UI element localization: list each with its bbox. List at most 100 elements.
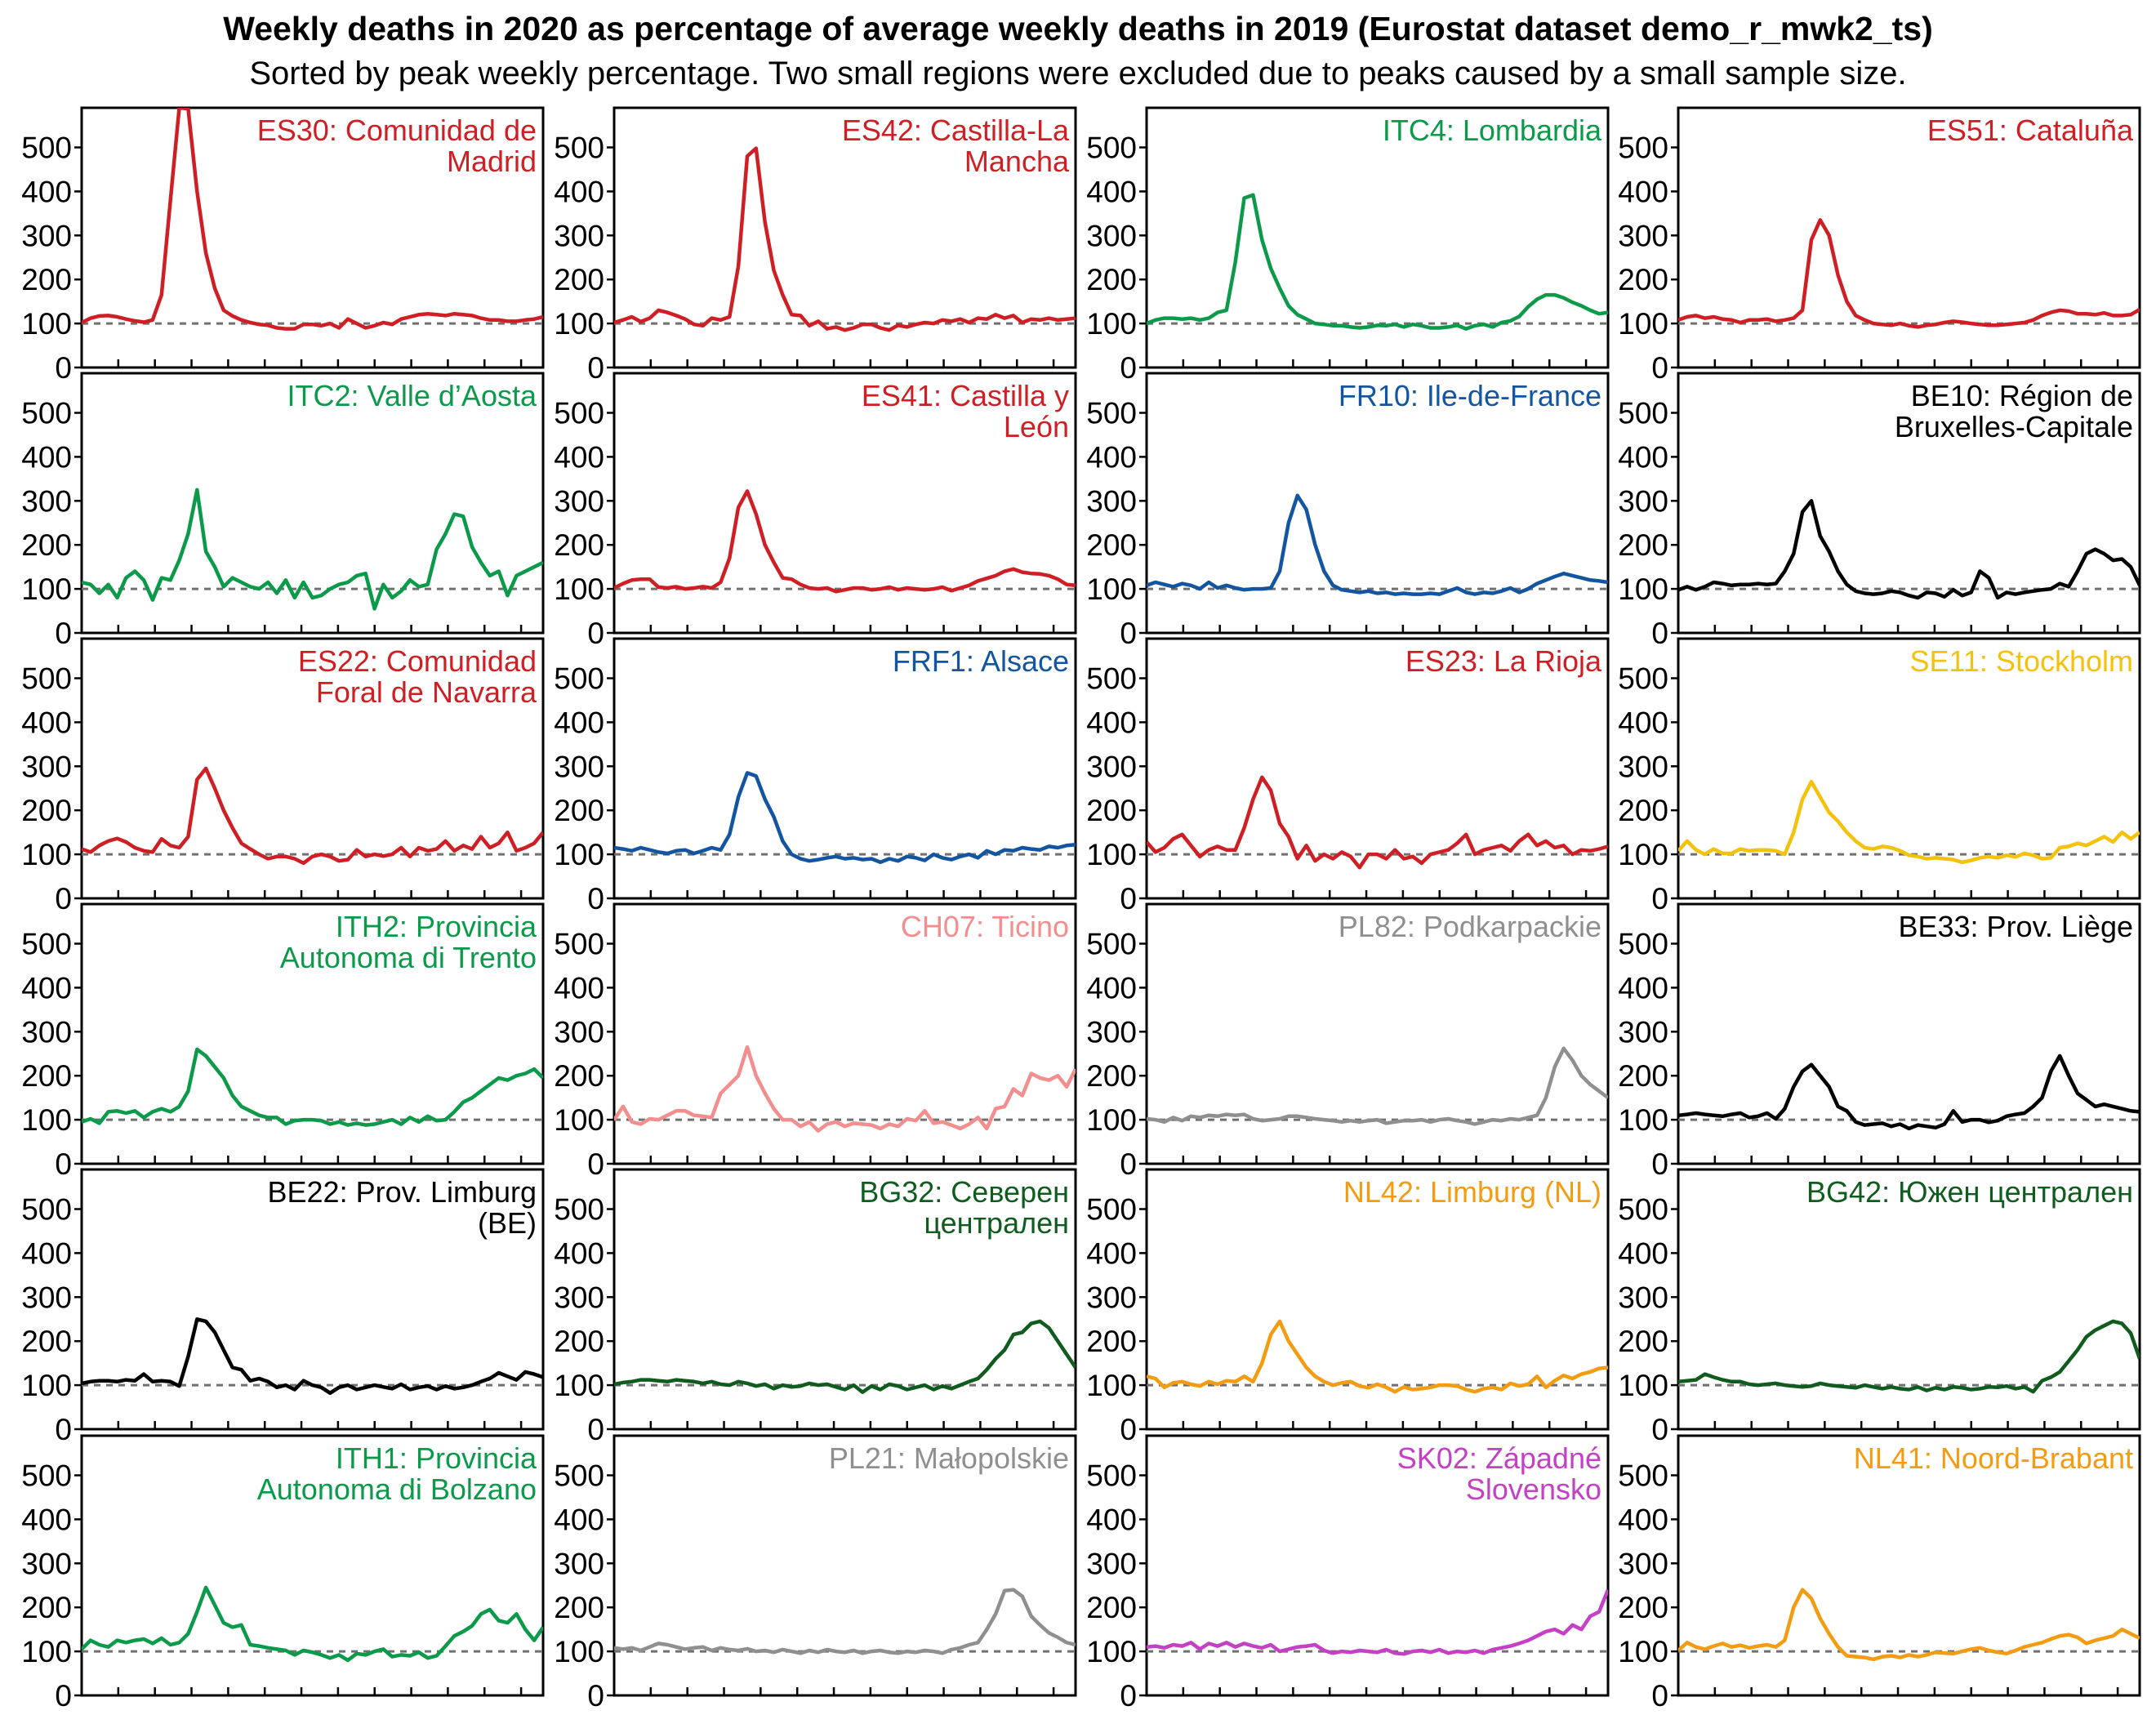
y-tick-label: 100 (554, 1103, 604, 1137)
panel: 0 100 200 300 400 500 NL42: Limburg (NL) (1086, 1168, 1610, 1446)
panel: 0 100 200 300 400 500 ITC4: Lombardia (1086, 106, 1610, 385)
y-tick-label: 400 (1618, 440, 1668, 474)
y-tick-label: 0 (55, 617, 72, 650)
y-tick-label: 500 (1086, 397, 1137, 430)
y-tick-label: 100 (1086, 1635, 1137, 1668)
y-tick-label: 100 (554, 1369, 604, 1402)
panel-label: ES22: Comunidad (298, 644, 537, 678)
y-tick-label: 400 (1086, 706, 1137, 739)
y-tick-label: 300 (1618, 750, 1668, 783)
y-tick-label: 400 (1618, 971, 1668, 1004)
y-tick-label: 400 (1618, 1503, 1668, 1536)
panel-label: Mancha (964, 145, 1070, 178)
y-tick-label: 500 (554, 397, 604, 430)
y-tick-label: 500 (1618, 1193, 1668, 1227)
y-tick-label: 400 (1618, 175, 1668, 208)
y-tick-label: 300 (1618, 484, 1668, 518)
y-tick-label: 400 (554, 706, 604, 739)
series-line (82, 766, 543, 866)
y-tick-label: 200 (1618, 794, 1668, 827)
panel-label: ES30: Comunidad de (257, 114, 537, 147)
y-tick-label: 100 (21, 572, 72, 606)
y-tick-label: 500 (1086, 1193, 1137, 1227)
y-tick-label: 300 (1086, 1547, 1137, 1580)
y-tick-label: 300 (21, 1015, 72, 1049)
series-line (1147, 193, 1608, 331)
y-tick-label: 400 (554, 971, 604, 1004)
y-tick-label: 500 (21, 928, 72, 961)
y-tick-label: 200 (21, 1059, 72, 1093)
y-tick-label: 200 (554, 263, 604, 296)
y-tick-label: 200 (21, 528, 72, 562)
panel-label: ITH2: Provincia (336, 910, 537, 943)
y-tick-label: 300 (21, 750, 72, 783)
y-tick-label: 200 (554, 1325, 604, 1358)
panel-label: BE10: Région de (1911, 379, 2133, 412)
series-line (614, 1319, 1076, 1394)
series-line (614, 489, 1076, 594)
panel-label: ITH1: Provincia (336, 1441, 537, 1475)
panel: 0 100 200 300 400 500 PL21: Małopolskie (554, 1434, 1077, 1713)
panel-label: FRF1: Alsace (893, 644, 1069, 678)
y-tick-label: 500 (21, 1193, 72, 1227)
y-tick-label: 100 (21, 1635, 72, 1668)
panel-label: Autonoma di Trento (280, 941, 537, 974)
panel-label: SE11: Stockholm (1910, 644, 2133, 678)
panel-label: ES23: La Rioja (1405, 644, 1602, 678)
y-tick-label: 200 (554, 794, 604, 827)
panel: 0 100 200 300 400 500 BE33: Prov. Liège (1618, 902, 2141, 1181)
y-tick-label: 0 (55, 351, 72, 385)
series-line (82, 488, 543, 611)
y-tick-label: 0 (55, 882, 72, 915)
y-tick-label: 0 (1651, 1679, 1668, 1713)
panel-label: BE22: Prov. Limburg (268, 1175, 537, 1209)
y-tick-label: 0 (1651, 1413, 1668, 1446)
y-tick-label: 200 (1086, 794, 1137, 827)
y-tick-label: 0 (587, 617, 604, 650)
y-tick-label: 0 (1120, 1679, 1137, 1713)
series-line (614, 1588, 1076, 1655)
y-tick-label: 300 (1618, 219, 1668, 252)
panel-label: CH07: Ticino (901, 910, 1069, 943)
panel-label: León (1004, 410, 1069, 443)
panel-label: SK02: Západné (1397, 1441, 1601, 1475)
y-tick-label: 400 (554, 175, 604, 208)
panel-label: (BE) (478, 1206, 537, 1240)
series-line (1678, 218, 2140, 329)
y-tick-label: 100 (1618, 1369, 1668, 1402)
y-tick-label: 500 (21, 1459, 72, 1493)
y-tick-label: 100 (554, 838, 604, 871)
series-line (82, 108, 543, 331)
panel: 0 100 200 300 400 500 NL41: Noord-Brabant (1618, 1434, 2141, 1713)
series-line (1678, 499, 2140, 600)
panel-label: ES42: Castilla-La (842, 114, 1070, 147)
series-line (1147, 1588, 1608, 1656)
y-tick-label: 100 (554, 1635, 604, 1668)
panel: 0 100 200 300 400 500 ITC2: Valle d’Aosta (21, 372, 545, 650)
y-tick-label: 300 (21, 1547, 72, 1580)
y-tick-label: 500 (21, 131, 72, 165)
series-line (1678, 1319, 2140, 1394)
series-line (82, 1317, 543, 1396)
panel: 0 100 200 300 400 500 CH07: Ticino (554, 902, 1077, 1181)
y-tick-label: 400 (1086, 1236, 1137, 1270)
panel-label: централен (924, 1206, 1069, 1240)
panel: 0 100 200 300 400 500 ITH2: ProvinciaAutonoma … (21, 902, 545, 1181)
y-tick-label: 400 (554, 1236, 604, 1270)
y-tick-label: 100 (21, 307, 72, 341)
y-tick-label: 200 (554, 528, 604, 562)
y-tick-label: 0 (55, 1679, 72, 1713)
y-tick-label: 500 (1086, 1459, 1137, 1493)
y-tick-label: 0 (1651, 351, 1668, 385)
y-tick-label: 200 (1086, 1059, 1137, 1093)
panel: 0 100 200 300 400 500 ITH1: ProvinciaAutonoma … (21, 1434, 545, 1713)
panel-label: ES41: Castilla y (862, 379, 1069, 412)
panel-label: PL82: Podkarpackie (1339, 910, 1601, 943)
panel-label: ITC2: Valle d’Aosta (287, 379, 537, 412)
panel-label: BE33: Prov. Liège (1898, 910, 2133, 943)
y-tick-label: 400 (1618, 706, 1668, 739)
y-tick-label: 0 (587, 1413, 604, 1446)
y-tick-label: 200 (554, 1059, 604, 1093)
y-tick-label: 200 (1086, 1591, 1137, 1624)
y-tick-label: 200 (1086, 263, 1137, 296)
